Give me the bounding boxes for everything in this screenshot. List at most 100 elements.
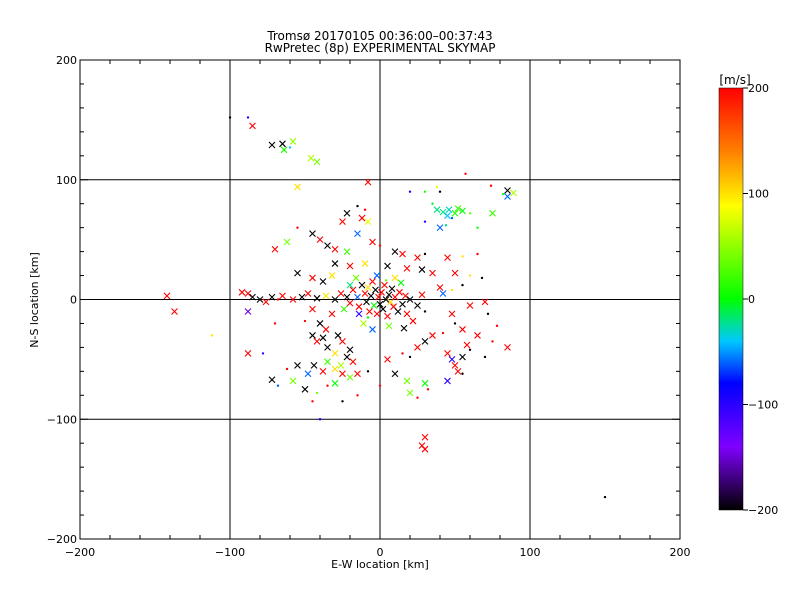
data-point-dot <box>378 384 382 387</box>
data-point-x <box>403 377 411 385</box>
data-point-dot <box>416 396 419 399</box>
data-point-dot <box>491 340 494 343</box>
data-point-x <box>367 292 375 300</box>
data-point-x <box>444 254 451 261</box>
data-point-x <box>391 370 399 378</box>
data-point-x <box>489 209 496 217</box>
data-point-x <box>451 361 459 369</box>
axis-ticks: −200 −100 0 100 200 −200 −100 0 100 200 <box>47 54 691 559</box>
x-tick-label: 0 <box>377 546 384 559</box>
data-point-x <box>346 262 354 270</box>
data-point-x <box>355 310 363 318</box>
data-point-dot <box>495 324 499 328</box>
data-point-x <box>454 367 462 375</box>
data-point-x <box>249 122 256 130</box>
data-point-x <box>376 300 384 308</box>
colorbar-tick-label: 0 <box>748 293 755 306</box>
data-point-x <box>421 445 429 453</box>
data-point-x <box>163 292 171 300</box>
colorbar <box>718 87 744 511</box>
data-point-x <box>433 206 441 214</box>
y-tick-label: 200 <box>56 54 77 67</box>
data-point-x <box>504 344 511 351</box>
y-tick-label: 0 <box>70 294 77 307</box>
data-point-x <box>346 346 354 354</box>
data-point-dot <box>480 276 484 280</box>
data-point-x <box>414 254 421 261</box>
data-point-x <box>394 308 402 315</box>
data-point-x <box>402 292 409 300</box>
data-point-x <box>346 299 354 307</box>
data-point-x <box>355 303 363 311</box>
data-point-x <box>463 341 471 349</box>
data-point-x <box>271 245 279 253</box>
data-point-x <box>322 292 330 300</box>
data-point-x <box>268 293 276 301</box>
x-tick-label: 200 <box>670 546 691 559</box>
data-point-x <box>343 293 351 301</box>
data-point-x <box>459 326 466 333</box>
data-point-x <box>289 138 297 145</box>
y-tick-label: −200 <box>47 533 77 546</box>
data-point-x <box>381 281 388 289</box>
data-point-dot <box>276 384 280 387</box>
data-point-x <box>328 272 336 279</box>
data-point-x <box>459 353 466 361</box>
data-point-x <box>331 365 339 373</box>
data-point-x <box>369 326 376 333</box>
data-point-x <box>354 293 361 301</box>
data-point-x <box>331 379 339 387</box>
data-point-x <box>396 288 403 296</box>
data-point-x <box>319 278 327 285</box>
data-point-dot <box>276 298 280 301</box>
data-point-x <box>324 242 331 250</box>
data-point-dot <box>423 252 427 256</box>
data-point-x <box>481 298 489 306</box>
data-point-x <box>322 326 330 333</box>
data-point-x <box>298 293 306 301</box>
data-point-x <box>171 308 178 315</box>
data-point-x <box>375 293 382 301</box>
data-point-x <box>331 349 339 357</box>
data-point-x <box>406 296 414 303</box>
data-point-x <box>454 205 462 212</box>
data-point-x <box>504 187 511 194</box>
data-point-dot <box>296 226 299 229</box>
colorbar-tick-label: 200 <box>748 82 769 95</box>
y-tick-label: 100 <box>56 174 77 187</box>
data-point-dot <box>431 202 434 205</box>
data-point-dot <box>435 185 439 189</box>
data-point-dot <box>489 184 493 187</box>
data-point-x <box>307 154 315 162</box>
data-point-x <box>388 285 396 293</box>
data-point-dot <box>461 283 464 287</box>
data-point-x <box>384 355 391 363</box>
data-point-x <box>309 305 316 313</box>
data-point-dot <box>261 352 265 355</box>
data-point-x <box>459 207 466 215</box>
chart-subtitle: RwPretec (8p) EXPERIMENTAL SKYMAP <box>265 41 496 55</box>
data-point-x <box>301 385 309 393</box>
data-point-dot <box>366 316 370 319</box>
data-point-x <box>373 310 381 318</box>
data-point-x <box>372 286 379 294</box>
data-point-x <box>313 294 321 302</box>
data-point-x <box>309 230 316 238</box>
data-point-dot <box>450 216 454 220</box>
data-point-x <box>403 310 411 318</box>
data-point-x <box>339 370 346 378</box>
data-point-dot <box>401 352 404 355</box>
data-point-x <box>268 376 276 384</box>
data-point-x <box>279 292 286 300</box>
data-point-dot <box>468 274 472 277</box>
x-tick-label: 100 <box>520 546 541 559</box>
data-point-x <box>331 296 339 303</box>
data-point-x <box>445 206 453 214</box>
data-point-x <box>349 286 357 294</box>
data-point-x <box>399 250 406 258</box>
data-point-x <box>385 291 393 299</box>
data-point-x <box>466 302 474 309</box>
data-point-x <box>448 310 456 318</box>
data-point-x <box>324 344 331 351</box>
data-point-dot <box>441 331 445 335</box>
